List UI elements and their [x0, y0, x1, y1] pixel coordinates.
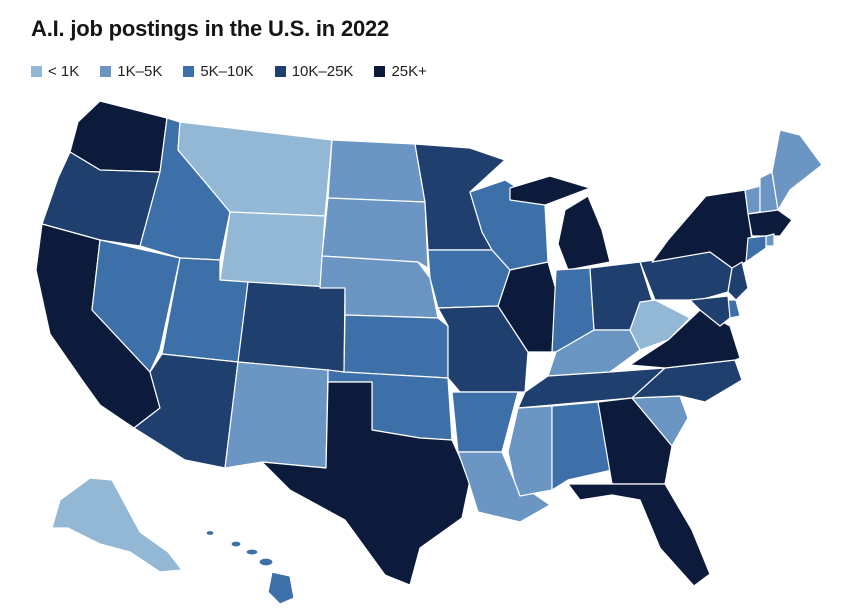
state-co[interactable] — [237, 281, 346, 373]
legend-item-25k-plus: 25K+ — [374, 63, 427, 80]
legend-label-1k-5k: 1K–5K — [117, 63, 163, 80]
state-or[interactable] — [41, 151, 161, 247]
state-nj[interactable] — [727, 261, 749, 301]
legend-swatch-lt1k — [31, 66, 42, 77]
legend-label-lt1k: < 1K — [48, 63, 80, 80]
state-me[interactable] — [771, 129, 823, 211]
state-la[interactable] — [457, 451, 551, 523]
state-ar[interactable] — [451, 391, 519, 453]
legend-item-lt1k: < 1K — [31, 63, 79, 80]
legend-swatch-25k-plus — [374, 66, 386, 77]
state-wy[interactable] — [219, 211, 326, 289]
state-ma[interactable] — [747, 209, 793, 237]
chart-title: A.I. job postings in the U.S. in 2022 — [31, 16, 390, 41]
legend-swatch-10k-25k — [274, 66, 286, 77]
legend-swatch-5k-10k — [183, 66, 195, 77]
legend-label-10k-25k: 10K–25K — [291, 63, 354, 80]
state-ia[interactable] — [427, 249, 511, 309]
legend-item-10k-25k: 10K–25K — [274, 63, 354, 80]
state-ct[interactable] — [745, 235, 767, 263]
legend-item-1k-5k: 1K–5K — [100, 63, 162, 80]
state-mi-lower[interactable] — [557, 195, 611, 271]
legend-label-5k-10k: 5K–10K — [200, 63, 254, 80]
us-choropleth-map — [35, 100, 823, 605]
state-ms[interactable] — [507, 405, 553, 497]
state-al[interactable] — [551, 401, 613, 491]
state-md[interactable] — [689, 295, 731, 327]
state-nd[interactable] — [327, 139, 426, 203]
state-ga[interactable] — [597, 397, 673, 485]
state-ak[interactable] — [51, 477, 183, 573]
state-nv[interactable] — [91, 239, 181, 373]
legend-item-5k-10k: 5K–10K — [183, 63, 254, 80]
state-fl[interactable] — [567, 483, 711, 587]
legend: < 1K 1K–5K 5K–10K 10K–25K 25K+ — [31, 63, 448, 80]
state-tx[interactable] — [261, 381, 471, 586]
legend-label-25k-plus: 25K+ — [391, 63, 427, 80]
state-nm[interactable] — [224, 361, 329, 469]
state-mi[interactable] — [509, 175, 591, 206]
state-ri[interactable] — [765, 233, 775, 247]
state-ks[interactable] — [343, 314, 449, 379]
legend-swatch-1k-5k — [100, 66, 112, 77]
state-hi[interactable] — [205, 529, 295, 605]
state-vt[interactable] — [744, 185, 761, 215]
state-sd[interactable] — [321, 197, 429, 269]
